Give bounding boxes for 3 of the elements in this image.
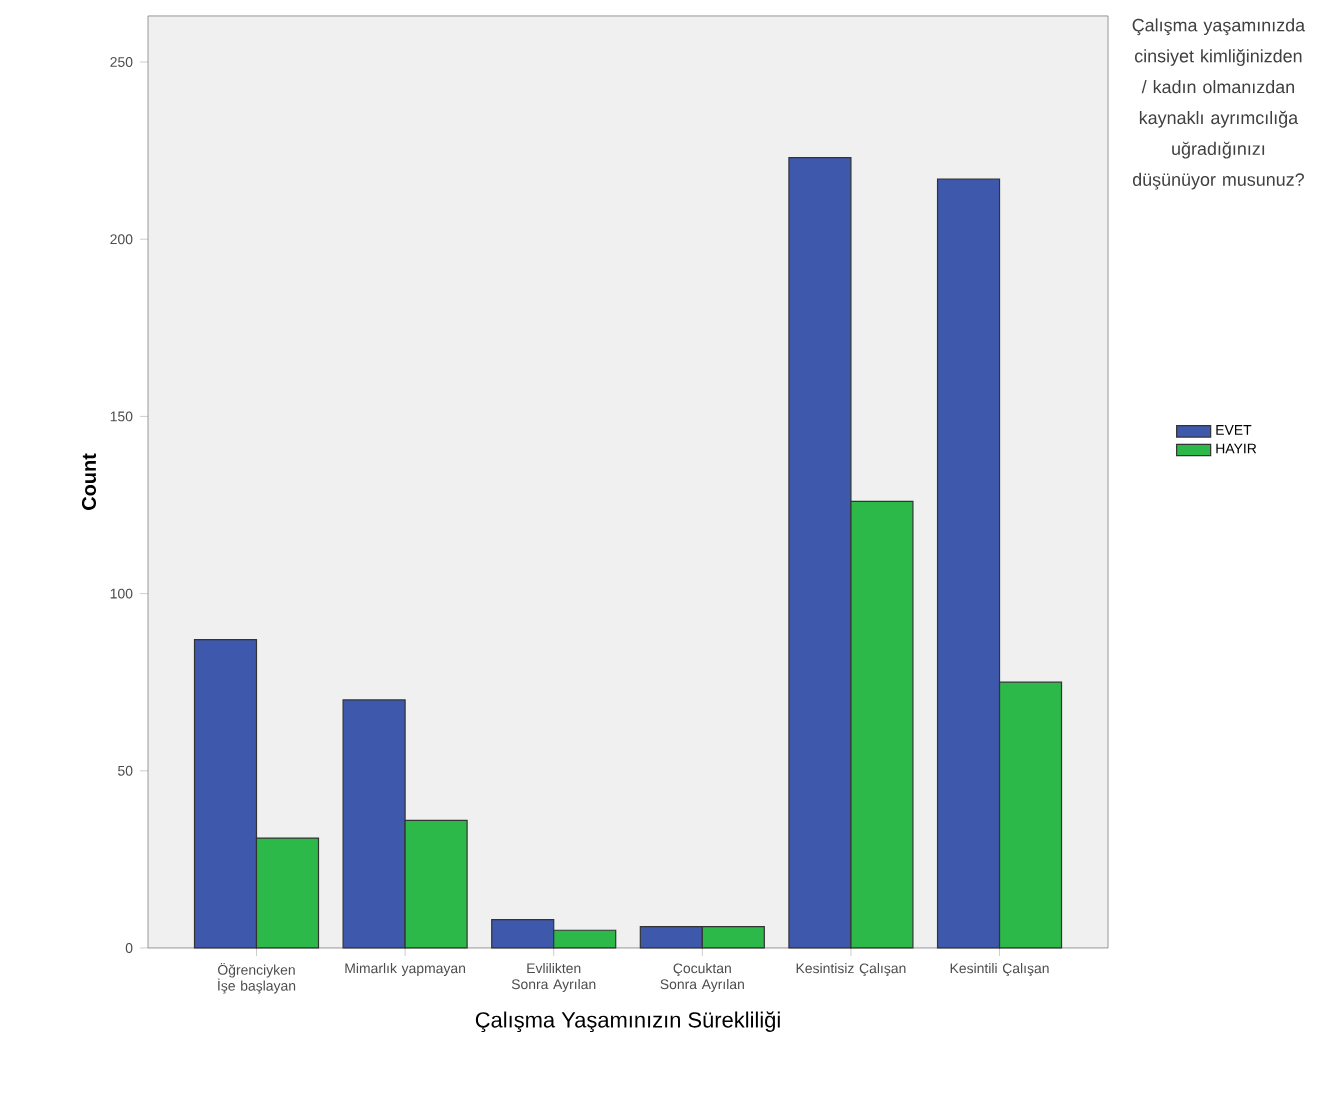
y-axis-title: Count — [81, 453, 97, 510]
legend-title: Çalışma yaşamınızda cinsiyet kimliğinizden / kadın olmanızdan kaynaklı ayrımcılığa uğradığınızı düşünüyor musunuz? — [1132, 18, 1306, 190]
x-axis-title: Çalışma Yaşamınızın Sürekliliği — [475, 1011, 780, 1033]
